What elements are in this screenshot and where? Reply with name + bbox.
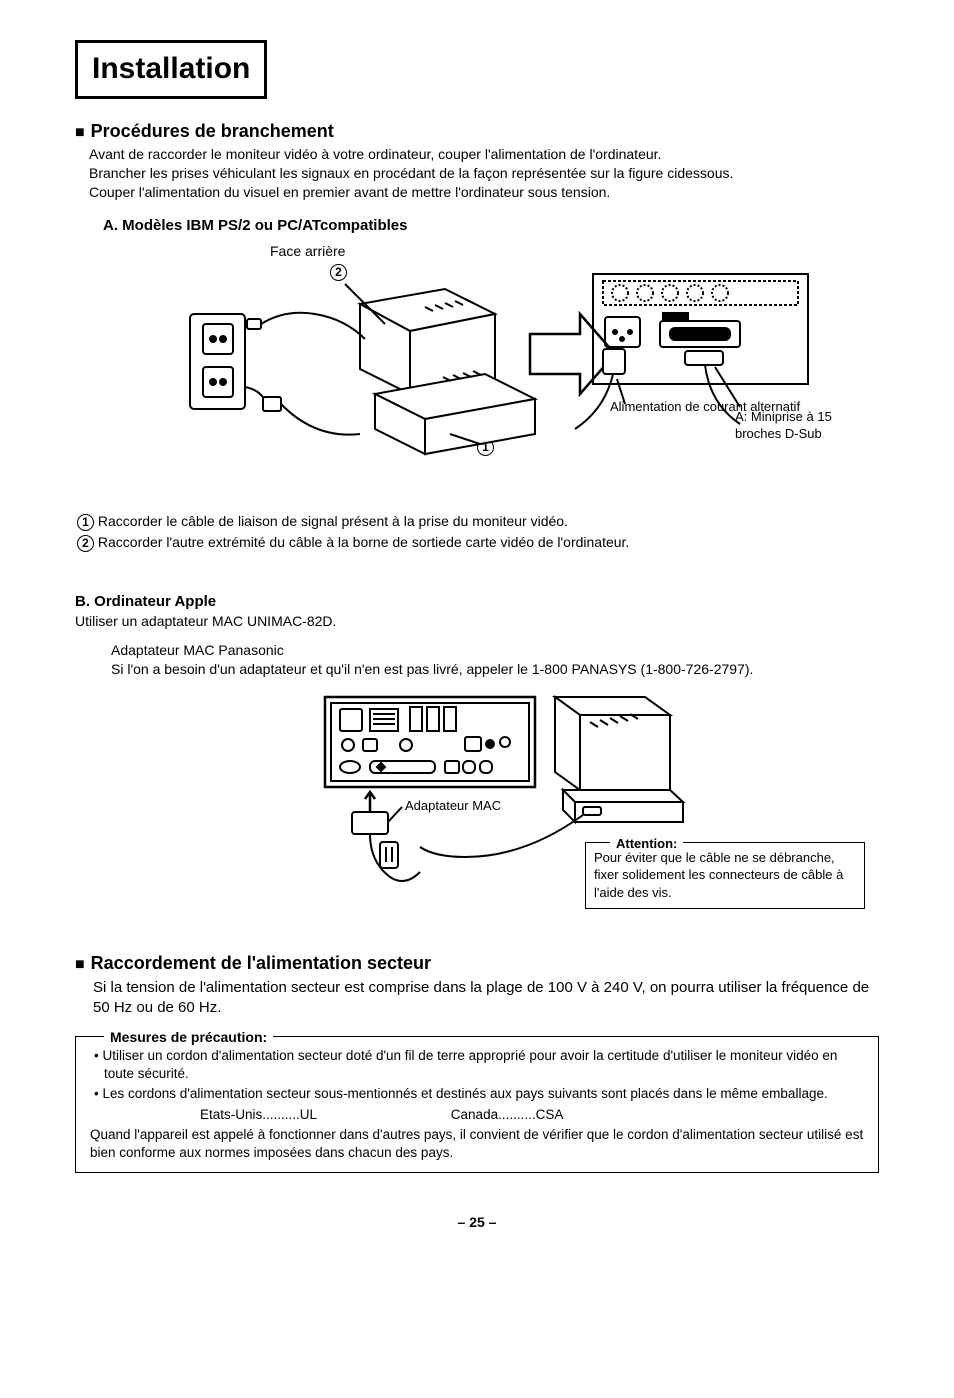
section-branchement-heading: ■ Procédures de branchement (75, 119, 879, 144)
page-title: Installation (92, 52, 250, 85)
apple-intro: Utiliser un adaptateur MAC UNIMAC-82D. (75, 612, 879, 631)
intro-line-1: Avant de raccorder le moniteur vidéo à v… (89, 145, 879, 164)
cert-ca: Canada..........CSA (451, 1107, 564, 1122)
intro-line-2: Brancher les prises véhiculant les signa… (89, 164, 879, 183)
subheading-b: B. Ordinateur Apple (75, 592, 879, 612)
figure-ibm-connection: Face arrière 2 1 Alimentation de courant… (185, 244, 845, 494)
intro-paragraph: Avant de raccorder le moniteur vidéo à v… (89, 145, 879, 202)
power-intro: Si la tension de l'alimentation secteur … (93, 978, 879, 1019)
step-1: 1 Raccorder le câble de liaison de signa… (77, 512, 879, 531)
figure-apple-connection: Adaptateur MAC Attention: Pour éviter qu… (205, 687, 845, 937)
attention-legend: Attention: (610, 835, 683, 853)
step-2: 2 Raccorder l'autre extrémité du câble à… (77, 533, 879, 552)
step-1-text: Raccorder le câble de liaison de signal … (98, 513, 568, 529)
square-bullet-icon: ■ (75, 124, 85, 141)
figure1-diagram-icon (185, 259, 845, 489)
page-number: – 25 – (75, 1213, 879, 1232)
mac-adapter-label: Adaptateur MAC (405, 797, 501, 815)
precaution-bullet-1: • Utiliser un cordon d'alimentation sect… (90, 1047, 864, 1083)
section-power-text: Raccordement de l'alimentation secteur (91, 953, 431, 973)
intro-line-3: Couper l'alimentation du visuel en premi… (89, 183, 879, 202)
subheading-a: A. Modèles IBM PS/2 ou PC/ATcompatibles (103, 216, 879, 236)
precaution-bullet-1-text: Utiliser un cordon d'alimentation secteu… (102, 1048, 837, 1081)
certification-line: Etats-Unis..........UL Canada..........C… (200, 1106, 864, 1124)
precaution-closing: Quand l'appareil est appelé à fonctionne… (90, 1126, 864, 1162)
section-power-heading: ■ Raccordement de l'alimentation secteur (75, 951, 879, 976)
precaution-legend: Mesures de précaution: (104, 1028, 273, 1047)
attention-box: Attention: Pour éviter que le câble ne s… (585, 842, 865, 909)
cert-us: Etats-Unis..........UL (200, 1107, 317, 1122)
precaution-box: Mesures de précaution: • Utiliser un cor… (75, 1036, 879, 1173)
step-2-text: Raccorder l'autre extrémité du câble à l… (98, 534, 629, 550)
connection-steps: 1 Raccorder le câble de liaison de signa… (75, 512, 879, 552)
adapter-line-2: Si l'on a besoin d'un adaptateur et qu'i… (111, 660, 879, 679)
page-title-box: Installation (75, 40, 267, 99)
step-num-2: 2 (77, 535, 94, 552)
precaution-bullet-2: • Les cordons d'alimentation secteur sou… (90, 1085, 864, 1103)
precaution-bullet-2-text: Les cordons d'alimentation secteur sous-… (102, 1086, 827, 1101)
attention-body: Pour éviter que le câble ne se débranche… (594, 850, 843, 900)
section-branchement-text: Procédures de branchement (91, 121, 334, 141)
adapter-info: Adaptateur MAC Panasonic Si l'on a besoi… (111, 641, 879, 679)
square-bullet-icon: ■ (75, 956, 85, 973)
step-num-1: 1 (77, 514, 94, 531)
adapter-line-1: Adaptateur MAC Panasonic (111, 641, 879, 660)
